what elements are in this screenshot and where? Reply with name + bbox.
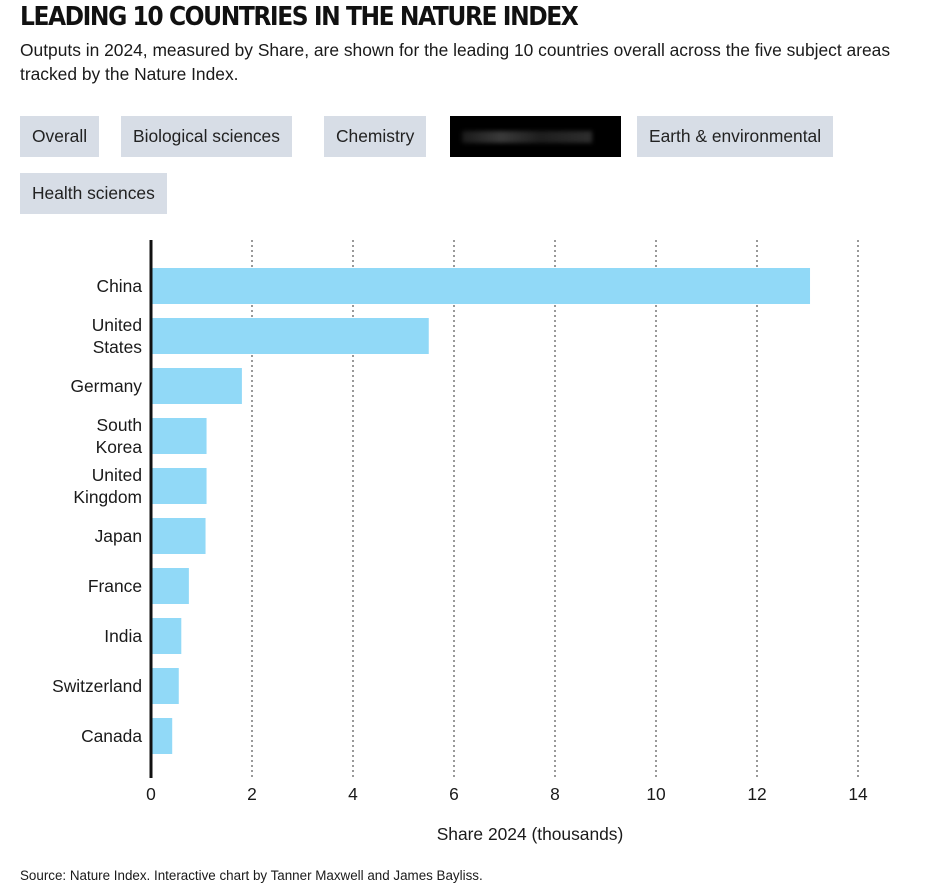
tab-biological-sciences[interactable]: Biological sciences bbox=[121, 116, 292, 157]
source-note: Source: Nature Index. Interactive chart … bbox=[20, 868, 483, 883]
tab-health-sciences[interactable]: Health sciences bbox=[20, 173, 167, 214]
bar[interactable] bbox=[152, 568, 189, 604]
bar[interactable] bbox=[152, 318, 429, 354]
category-label: Japan bbox=[95, 526, 142, 546]
x-axis-ticks: 0 2 4 6 8 10 12 14 bbox=[146, 784, 868, 804]
category-label: South Korea bbox=[96, 415, 143, 457]
bars bbox=[152, 268, 811, 754]
bar[interactable] bbox=[152, 468, 207, 504]
x-tick-label: 4 bbox=[348, 784, 358, 804]
x-tick-label: 14 bbox=[848, 784, 868, 804]
x-axis-label: Share 2024 (thousands) bbox=[437, 824, 624, 844]
category-label: Canada bbox=[81, 726, 142, 746]
category-label: Switzerland bbox=[52, 676, 142, 696]
bar[interactable] bbox=[152, 268, 811, 304]
chart-title: LEADING 10 COUNTRIES IN THE NATURE INDEX bbox=[20, 2, 579, 32]
tab-selected-redacted[interactable] bbox=[450, 116, 621, 157]
category-label: United Kingdom bbox=[73, 465, 142, 507]
bar[interactable] bbox=[152, 518, 206, 554]
x-tick-label: 2 bbox=[247, 784, 257, 804]
x-tick-label: 8 bbox=[550, 784, 560, 804]
chart-subtitle: Outputs in 2024, measured by Share, are … bbox=[20, 40, 891, 84]
x-tick-label: 12 bbox=[747, 784, 766, 804]
category-labels: China United States Germany South Korea United… bbox=[52, 276, 142, 746]
bar[interactable] bbox=[152, 368, 242, 404]
bar[interactable] bbox=[152, 668, 179, 704]
category-label: United States bbox=[92, 315, 143, 357]
redacted-label bbox=[462, 131, 592, 143]
bar[interactable] bbox=[152, 618, 182, 654]
category-label: India bbox=[104, 626, 142, 646]
category-label: China bbox=[97, 276, 143, 296]
x-tick-label: 10 bbox=[646, 784, 665, 804]
x-tick-label: 6 bbox=[449, 784, 459, 804]
tab-overall[interactable]: Overall bbox=[20, 116, 100, 157]
tab-earth-environmental[interactable]: Earth & environmental bbox=[637, 116, 834, 157]
category-label: Germany bbox=[70, 376, 142, 396]
x-tick-label: 0 bbox=[146, 784, 156, 804]
bar[interactable] bbox=[152, 718, 173, 754]
bar[interactable] bbox=[152, 418, 207, 454]
tab-chemistry[interactable]: Chemistry bbox=[324, 116, 427, 157]
category-label: France bbox=[88, 576, 142, 596]
